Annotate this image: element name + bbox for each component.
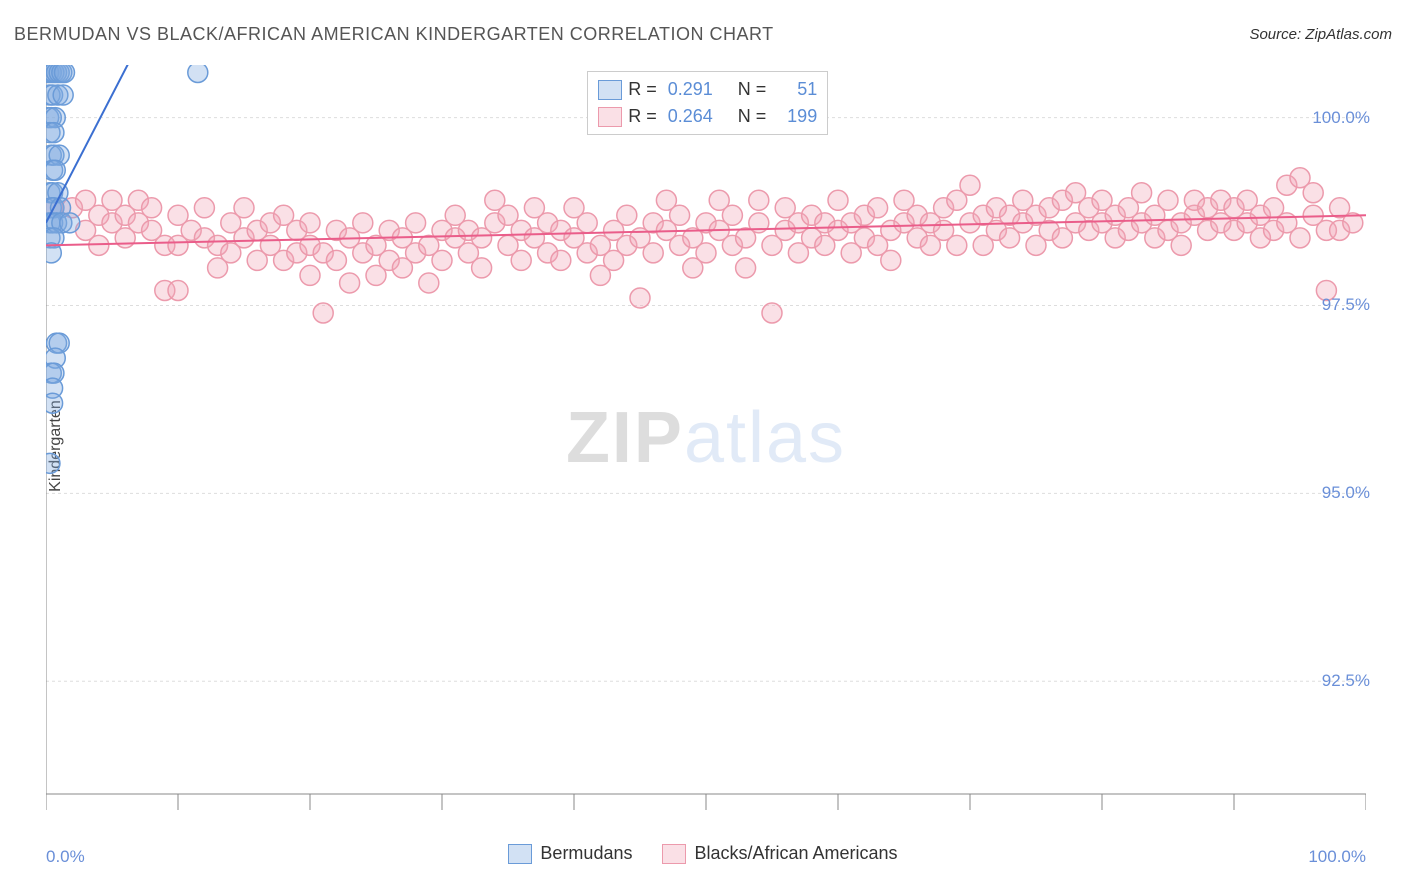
swatch-blacks	[662, 844, 686, 864]
stats-legend-row: R = 0.264 N = 199	[598, 103, 817, 130]
y-tick-label: 100.0%	[1312, 108, 1370, 128]
y-tick-label: 92.5%	[1322, 671, 1370, 691]
legend-label-blacks: Blacks/African Americans	[694, 843, 897, 864]
chart-svg	[46, 65, 1366, 810]
swatch-icon	[598, 107, 622, 127]
legend-label-bermudans: Bermudans	[540, 843, 632, 864]
chart-container: BERMUDAN VS BLACK/AFRICAN AMERICAN KINDE…	[0, 0, 1406, 892]
legend-item-bermudans: Bermudans	[508, 843, 632, 864]
chart-title: BERMUDAN VS BLACK/AFRICAN AMERICAN KINDE…	[14, 24, 774, 45]
header: BERMUDAN VS BLACK/AFRICAN AMERICAN KINDE…	[14, 24, 1392, 45]
source-label: Source: ZipAtlas.com	[1249, 26, 1392, 43]
legend-item-blacks: Blacks/African Americans	[662, 843, 897, 864]
chart-area: ZIPatlas R = 0.291 N = 51R = 0.264 N = 1…	[46, 65, 1366, 810]
stats-legend-row: R = 0.291 N = 51	[598, 76, 817, 103]
swatch-bermudans	[508, 844, 532, 864]
y-tick-label: 95.0%	[1322, 483, 1370, 503]
bottom-legend: Bermudans Blacks/African Americans	[0, 843, 1406, 864]
y-tick-label: 97.5%	[1322, 295, 1370, 315]
stats-legend: R = 0.291 N = 51R = 0.264 N = 199	[587, 71, 828, 135]
swatch-icon	[598, 80, 622, 100]
